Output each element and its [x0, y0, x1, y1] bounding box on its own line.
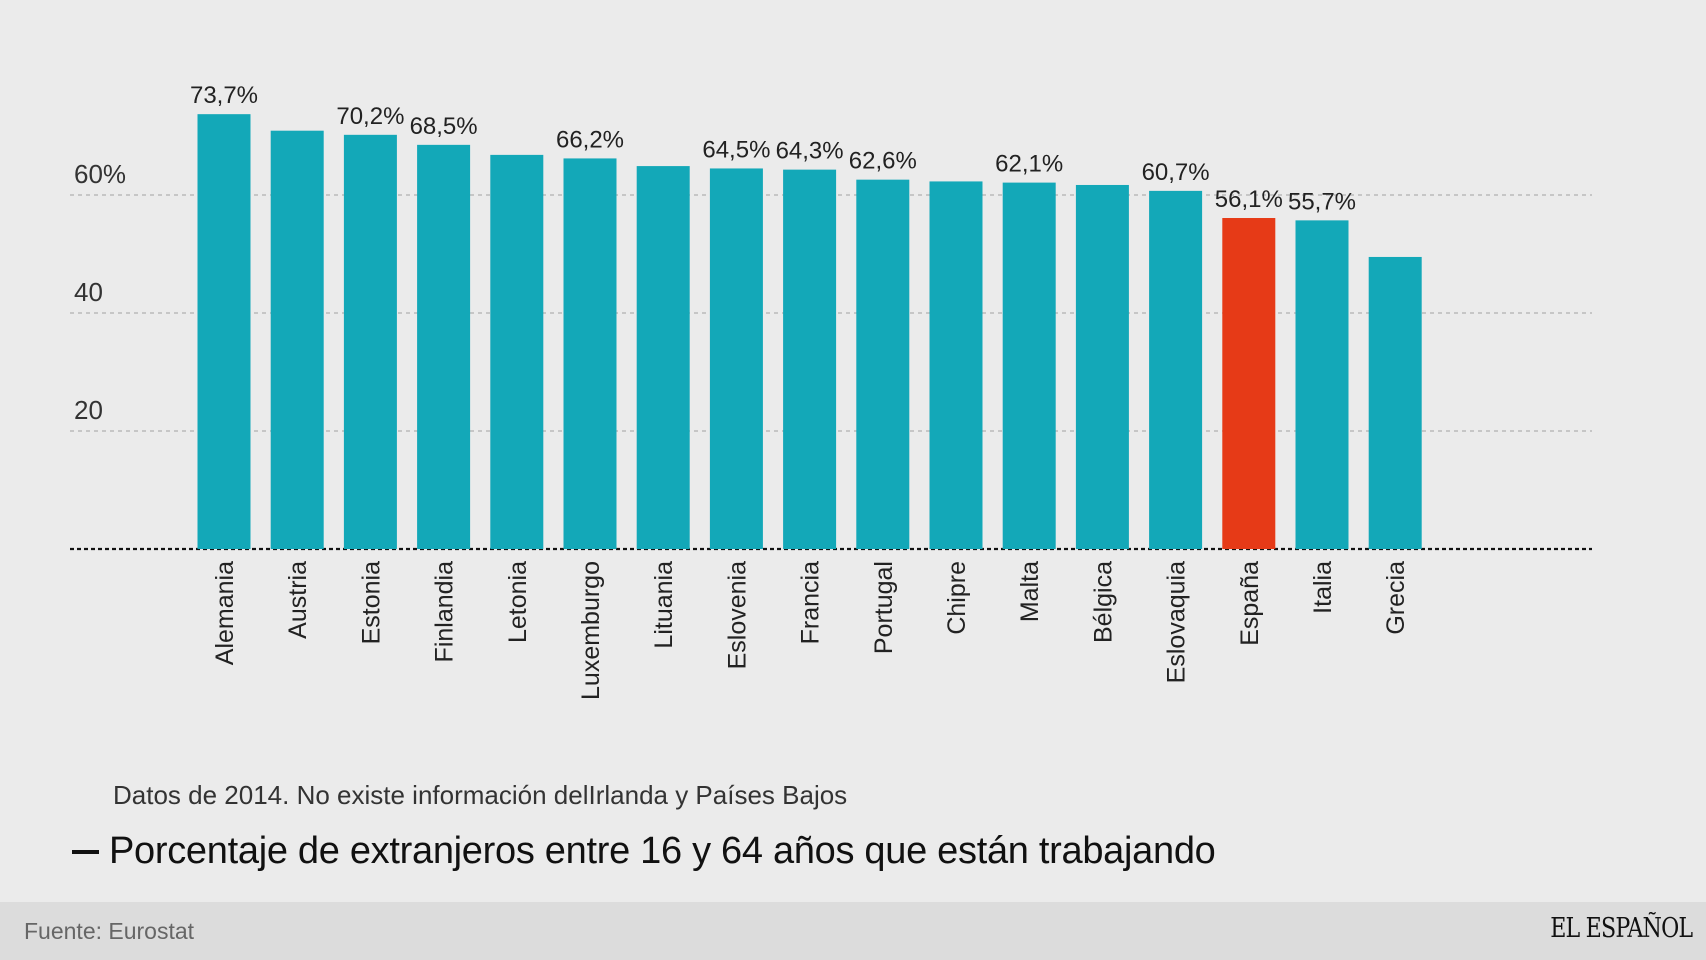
category-label: Portugal: [870, 561, 898, 654]
brand-logo: EL ESPAÑOL: [1549, 913, 1693, 944]
bar: [1222, 218, 1276, 549]
footer-bar: Fuente: Eurostat EL ESPAÑOL: [0, 902, 1706, 960]
category-label: Francia: [797, 561, 825, 644]
data-label: 66,2%: [556, 126, 624, 153]
category-labels: Alemania Austria Estonia Finlandia Letonia Lu…: [211, 561, 1410, 700]
data-label: 62,1%: [995, 151, 1063, 178]
chart-title-text: Porcentaje de extranjeros entre 16 y 64 …: [109, 830, 1216, 872]
category-label: Lituania: [650, 561, 678, 649]
data-label: 62,6%: [849, 148, 917, 175]
bars: [197, 114, 1422, 550]
bar: [636, 166, 690, 549]
category-label: Bélgica: [1089, 561, 1117, 643]
data-label: 64,3%: [776, 138, 844, 165]
bar: [343, 134, 397, 549]
data-label: 64,5%: [702, 136, 770, 163]
chart-title: Porcentaje de extranjeros entre 16 y 64 …: [72, 830, 1216, 873]
data-label: 56,1%: [1215, 186, 1283, 213]
bar: [417, 144, 471, 549]
title-dash-icon: [72, 849, 99, 854]
y-tick-label: 40: [74, 277, 103, 307]
data-label: 60,7%: [1142, 159, 1210, 186]
category-label: Malta: [1016, 561, 1044, 622]
category-label: Finlandia: [431, 561, 459, 663]
category-label: Letonia: [504, 561, 532, 643]
bar: [1149, 190, 1203, 549]
category-label: Luxemburgo: [577, 561, 605, 700]
bar: [1295, 220, 1349, 549]
bar: [563, 158, 617, 550]
bar: [783, 169, 837, 549]
data-label: 70,2%: [336, 103, 404, 130]
chart-note: Datos de 2014. No existe información del…: [113, 780, 848, 810]
bar: [856, 179, 910, 549]
bar: [1075, 184, 1129, 549]
category-label: España: [1236, 561, 1264, 646]
bar: [1368, 256, 1422, 549]
category-label: Eslovenia: [723, 561, 751, 669]
data-label: 55,7%: [1288, 188, 1356, 215]
y-tick-label: 20: [74, 395, 103, 425]
category-label: Eslovaquia: [1163, 561, 1191, 683]
data-label: 73,7%: [190, 82, 258, 109]
bar: [709, 168, 763, 549]
bar: [929, 181, 983, 549]
category-label: Estonia: [357, 561, 385, 644]
category-label: Grecia: [1382, 561, 1410, 635]
category-label: Alemania: [211, 561, 239, 665]
data-labels: 73,7% 70,2% 68,5% 66,2% 64,5% 64,3% 62,6% 62,1%…: [190, 82, 1356, 215]
category-label: Austria: [284, 561, 312, 639]
bar: [1002, 182, 1056, 550]
source-label: Fuente: Eurostat: [24, 918, 195, 944]
data-label: 68,5%: [410, 113, 478, 140]
bar: [490, 154, 544, 549]
y-tick-label: 60%: [74, 159, 126, 189]
bar: [197, 114, 251, 550]
category-label: Italia: [1309, 561, 1337, 614]
category-label: Chipre: [943, 561, 971, 635]
bar: [270, 130, 324, 549]
